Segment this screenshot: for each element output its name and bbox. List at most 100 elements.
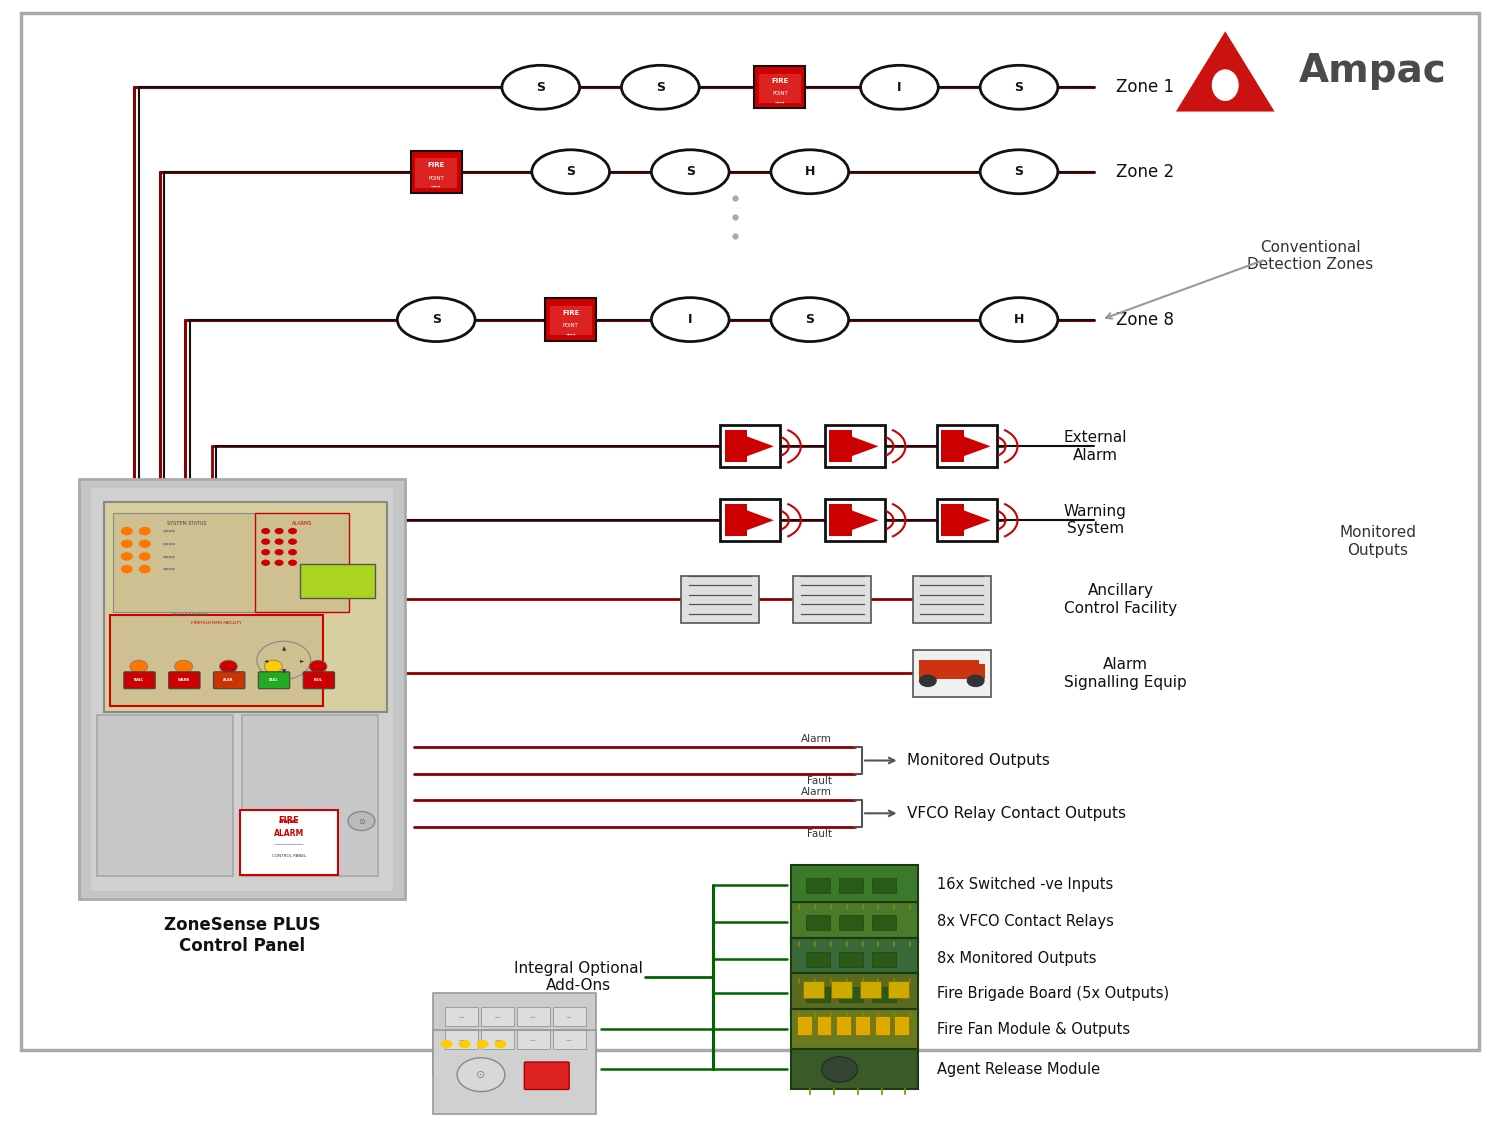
FancyBboxPatch shape [874,1016,890,1035]
Text: ▬▬: ▬▬ [530,1038,537,1042]
Circle shape [459,1040,471,1048]
FancyBboxPatch shape [894,1016,909,1035]
Text: Agent Release Module: Agent Release Module [938,1062,1100,1077]
FancyBboxPatch shape [258,672,290,688]
Text: S: S [566,165,574,178]
FancyBboxPatch shape [942,431,964,462]
Ellipse shape [1212,70,1239,101]
FancyBboxPatch shape [914,649,990,698]
Text: ▬▬: ▬▬ [494,1038,501,1042]
Ellipse shape [651,150,729,193]
Text: Zone 8: Zone 8 [1116,310,1174,328]
FancyBboxPatch shape [303,672,334,688]
Text: SYSTEM STATUS: SYSTEM STATUS [166,521,207,525]
FancyBboxPatch shape [855,1016,870,1035]
FancyBboxPatch shape [433,993,596,1073]
Text: 16x Switched -ve Inputs: 16x Switched -ve Inputs [938,878,1113,892]
FancyBboxPatch shape [942,504,964,537]
Text: Integral Optional
Add-Ons: Integral Optional Add-Ons [513,961,642,993]
Text: ALARM: ALARM [274,829,304,838]
Circle shape [288,539,297,544]
FancyBboxPatch shape [754,66,806,108]
Circle shape [288,549,297,556]
Text: FIRE: FIRE [562,310,579,316]
Text: Ampac: Ampac [1299,53,1446,90]
FancyBboxPatch shape [105,502,387,712]
Polygon shape [962,510,990,531]
Ellipse shape [980,298,1058,342]
Text: Fire Brigade Board (5x Outputs): Fire Brigade Board (5x Outputs) [938,986,1168,1001]
Circle shape [261,539,270,544]
Text: FIRE: FIRE [771,78,789,84]
Circle shape [261,528,270,534]
FancyBboxPatch shape [871,952,895,968]
Text: Fault: Fault [807,776,832,786]
FancyBboxPatch shape [836,1016,850,1035]
Text: S: S [656,81,664,93]
FancyBboxPatch shape [416,158,458,188]
Text: FAULT INDICATORS: FAULT INDICATORS [172,613,208,618]
FancyBboxPatch shape [446,1030,478,1050]
Text: ▬▬: ▬▬ [566,1038,573,1042]
Circle shape [140,540,150,548]
Ellipse shape [398,298,476,342]
Circle shape [219,660,237,673]
Text: Fault: Fault [807,829,832,838]
FancyBboxPatch shape [859,981,880,998]
FancyBboxPatch shape [825,500,885,541]
Text: S: S [806,313,814,326]
Text: ■■■■: ■■■■ [162,529,176,533]
Text: POINT: POINT [562,324,579,328]
Circle shape [261,559,270,566]
Polygon shape [746,510,774,531]
Circle shape [309,660,327,673]
FancyBboxPatch shape [938,500,996,541]
Text: ⊙: ⊙ [358,817,364,826]
FancyBboxPatch shape [914,576,990,623]
Ellipse shape [980,150,1058,193]
Text: FIRE: FIRE [279,816,300,825]
FancyBboxPatch shape [966,664,984,678]
Circle shape [495,1040,507,1048]
FancyBboxPatch shape [806,879,830,893]
Text: Conventional
Detection Zones: Conventional Detection Zones [1248,240,1374,272]
FancyBboxPatch shape [518,1030,549,1050]
Polygon shape [1215,70,1236,82]
FancyBboxPatch shape [80,479,405,899]
Text: Alarm: Alarm [801,788,832,796]
Ellipse shape [980,65,1058,109]
FancyBboxPatch shape [839,879,862,893]
Text: Ancillary
Control Facility: Ancillary Control Facility [1064,583,1178,615]
Circle shape [274,549,284,556]
FancyBboxPatch shape [790,864,918,904]
Text: Zone 2: Zone 2 [1116,163,1174,181]
Polygon shape [746,435,774,457]
FancyBboxPatch shape [839,987,862,1002]
FancyBboxPatch shape [790,973,918,1014]
FancyBboxPatch shape [720,500,780,541]
Circle shape [130,660,147,673]
FancyBboxPatch shape [790,938,918,979]
FancyBboxPatch shape [806,987,830,1002]
Circle shape [274,539,284,544]
FancyBboxPatch shape [794,576,871,623]
Circle shape [288,528,297,534]
Text: H: H [1014,313,1025,326]
FancyBboxPatch shape [871,987,895,1002]
FancyBboxPatch shape [790,901,918,942]
Text: Monitored
Outputs: Monitored Outputs [1340,525,1416,558]
Circle shape [348,811,375,830]
FancyBboxPatch shape [802,981,824,998]
FancyBboxPatch shape [255,513,350,612]
Ellipse shape [861,65,939,109]
Text: →→→: →→→ [774,100,784,104]
Circle shape [274,528,284,534]
Text: ▬▬: ▬▬ [494,1015,501,1018]
Circle shape [122,540,134,548]
Text: Alarm: Alarm [801,735,832,744]
Text: Fire Fan Module & Outputs: Fire Fan Module & Outputs [938,1022,1130,1037]
Text: Monitored Outputs: Monitored Outputs [908,753,1050,768]
Text: 8x VFCO Contact Relays: 8x VFCO Contact Relays [938,915,1113,929]
FancyBboxPatch shape [549,306,591,335]
Ellipse shape [621,65,699,109]
